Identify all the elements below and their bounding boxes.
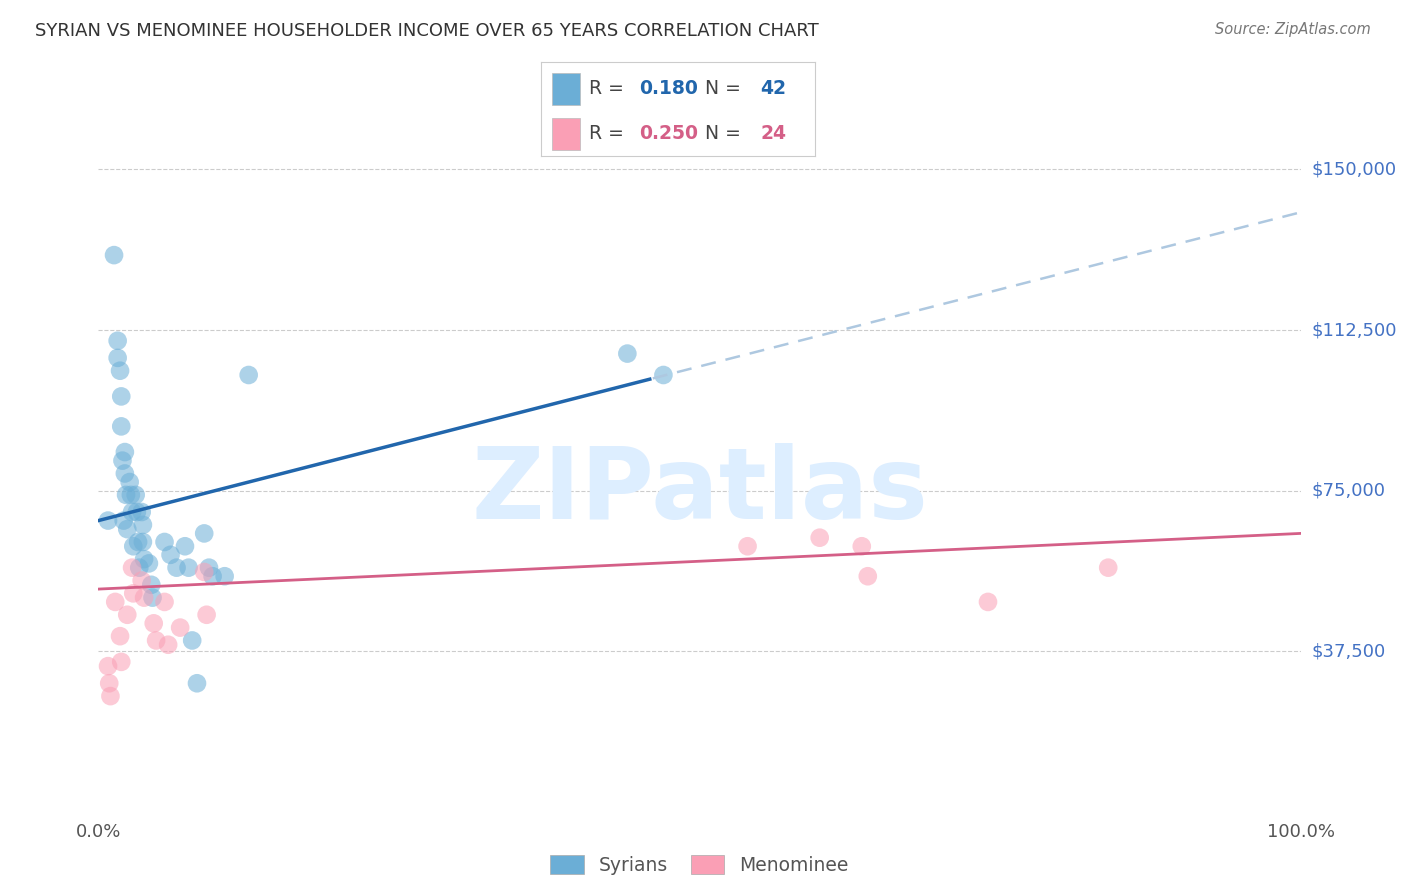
Point bbox=[238, 368, 260, 382]
Point bbox=[198, 560, 221, 574]
Point bbox=[145, 633, 167, 648]
Text: R =: R = bbox=[589, 79, 630, 98]
Point bbox=[181, 633, 204, 648]
Point bbox=[114, 445, 136, 459]
Point bbox=[977, 595, 1000, 609]
Point bbox=[1097, 560, 1119, 574]
Point bbox=[98, 676, 121, 690]
Point bbox=[616, 346, 638, 360]
Point bbox=[110, 389, 132, 403]
Text: $150,000: $150,000 bbox=[1312, 161, 1396, 178]
Text: 0.250: 0.250 bbox=[638, 124, 697, 143]
Text: SYRIAN VS MENOMINEE HOUSEHOLDER INCOME OVER 65 YEARS CORRELATION CHART: SYRIAN VS MENOMINEE HOUSEHOLDER INCOME O… bbox=[35, 22, 818, 40]
Point bbox=[114, 467, 136, 481]
Point bbox=[851, 539, 873, 553]
Point bbox=[195, 607, 218, 622]
Text: $75,000: $75,000 bbox=[1312, 482, 1386, 500]
Point bbox=[122, 539, 145, 553]
Point bbox=[737, 539, 759, 553]
Point bbox=[132, 535, 155, 549]
Point bbox=[111, 453, 134, 467]
FancyBboxPatch shape bbox=[553, 118, 579, 150]
Point bbox=[121, 505, 143, 519]
Point bbox=[193, 565, 215, 579]
Point bbox=[117, 522, 139, 536]
Point bbox=[153, 595, 176, 609]
Point bbox=[115, 488, 138, 502]
Point bbox=[125, 488, 148, 502]
Point bbox=[127, 535, 149, 549]
Point bbox=[131, 574, 153, 588]
Point bbox=[108, 629, 131, 643]
Point bbox=[122, 586, 145, 600]
Text: $112,500: $112,500 bbox=[1312, 321, 1398, 339]
Point bbox=[177, 560, 200, 574]
Point bbox=[174, 539, 197, 553]
Point bbox=[112, 514, 135, 528]
Point bbox=[153, 535, 176, 549]
Text: Source: ZipAtlas.com: Source: ZipAtlas.com bbox=[1215, 22, 1371, 37]
Point bbox=[110, 419, 132, 434]
Point bbox=[652, 368, 675, 382]
Text: $37,500: $37,500 bbox=[1312, 642, 1386, 660]
Point bbox=[110, 655, 132, 669]
Point bbox=[132, 517, 155, 532]
Text: ZIPatlas: ZIPatlas bbox=[471, 443, 928, 541]
FancyBboxPatch shape bbox=[553, 73, 579, 104]
Legend: Syrians, Menominee: Syrians, Menominee bbox=[543, 847, 856, 882]
Point bbox=[132, 552, 155, 566]
Text: 24: 24 bbox=[761, 124, 786, 143]
Point bbox=[808, 531, 831, 545]
Point bbox=[104, 595, 127, 609]
Point bbox=[856, 569, 879, 583]
Point bbox=[108, 364, 131, 378]
Text: R =: R = bbox=[589, 124, 630, 143]
Point bbox=[121, 560, 143, 574]
Point bbox=[214, 569, 236, 583]
Point bbox=[169, 621, 191, 635]
Point bbox=[117, 607, 139, 622]
Point bbox=[186, 676, 208, 690]
Point bbox=[118, 475, 141, 489]
Point bbox=[132, 591, 155, 605]
Text: 0.180: 0.180 bbox=[638, 79, 697, 98]
Point bbox=[103, 248, 125, 262]
Point bbox=[107, 334, 129, 348]
Point bbox=[125, 505, 148, 519]
Point bbox=[138, 557, 160, 571]
Point bbox=[166, 560, 188, 574]
Point bbox=[157, 638, 180, 652]
Point bbox=[97, 659, 120, 673]
Point bbox=[201, 569, 224, 583]
Point bbox=[141, 591, 163, 605]
Text: N =: N = bbox=[693, 79, 748, 98]
Text: 42: 42 bbox=[761, 79, 786, 98]
Point bbox=[128, 560, 150, 574]
Point bbox=[159, 548, 181, 562]
Point bbox=[107, 351, 129, 365]
Point bbox=[97, 514, 120, 528]
Text: N =: N = bbox=[693, 124, 748, 143]
Point bbox=[131, 505, 153, 519]
Point bbox=[193, 526, 215, 541]
Point bbox=[120, 488, 142, 502]
Point bbox=[100, 689, 122, 703]
Point bbox=[141, 578, 163, 592]
Point bbox=[142, 616, 165, 631]
